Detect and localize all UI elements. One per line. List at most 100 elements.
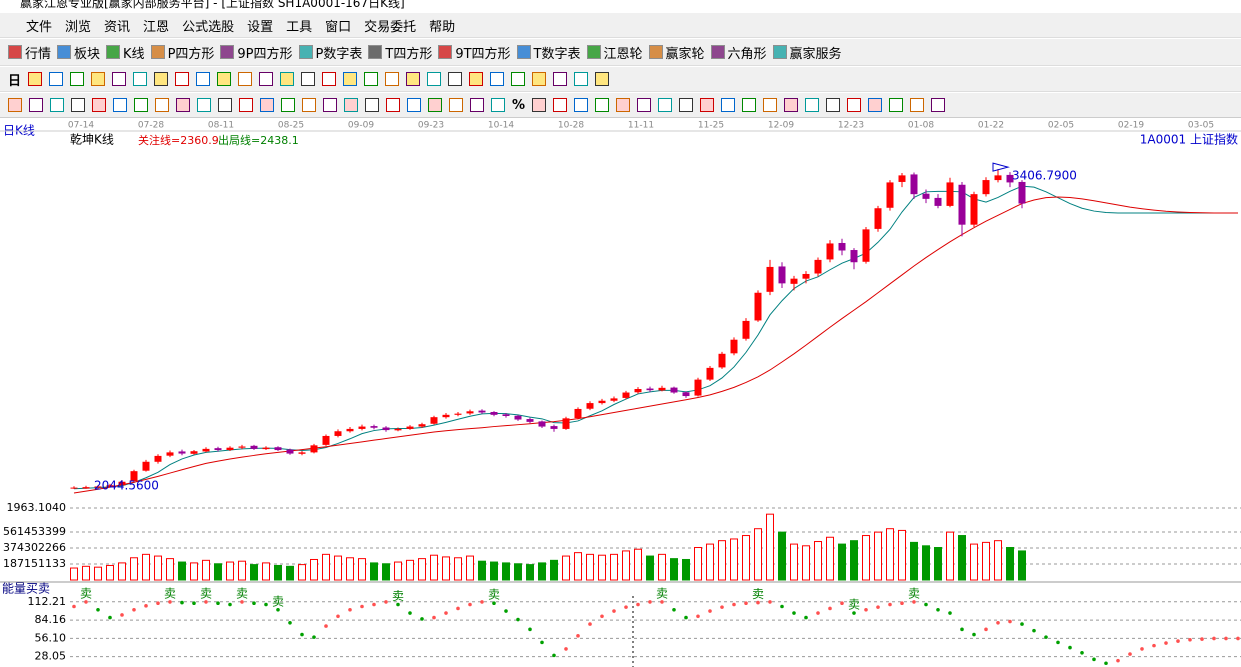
tool-icon[interactable]: [700, 98, 715, 112]
period-button[interactable]: 日: [8, 73, 22, 89]
tool-icon[interactable]: [448, 72, 463, 86]
menu-item[interactable]: 工具: [286, 19, 313, 35]
menu-item[interactable]: 窗口: [325, 19, 352, 35]
tool-icon[interactable]: [595, 98, 610, 112]
menu-item[interactable]: 浏览: [65, 19, 92, 35]
tool-icon[interactable]: [260, 98, 274, 112]
tool-icon[interactable]: [92, 98, 106, 112]
tool-icon[interactable]: [175, 72, 190, 86]
tool-icon[interactable]: [281, 98, 295, 112]
menu-item[interactable]: 江恩: [143, 19, 170, 35]
tool-icon[interactable]: [259, 72, 274, 86]
tool-icon[interactable]: [323, 98, 337, 112]
tool-icon[interactable]: [532, 98, 547, 112]
tool-icon[interactable]: [910, 98, 925, 112]
tool-icon[interactable]: [28, 72, 43, 86]
menu-item[interactable]: 交易委托: [364, 19, 417, 35]
tool-icon[interactable]: [931, 98, 946, 112]
tool-icon[interactable]: [238, 72, 253, 86]
tool-icon[interactable]: [218, 98, 232, 112]
tool-icon[interactable]: [470, 98, 484, 112]
toolbar-button[interactable]: 板块: [57, 43, 100, 62]
tool-icon[interactable]: [490, 72, 505, 86]
toolbar-button[interactable]: K线: [106, 43, 145, 62]
tool-icon[interactable]: [407, 98, 421, 112]
toolbar-button[interactable]: 行情: [8, 43, 51, 62]
tool-icon[interactable]: [868, 98, 883, 112]
percent-button[interactable]: %: [512, 97, 526, 113]
tool-icon[interactable]: [71, 98, 85, 112]
tool-icon[interactable]: [155, 98, 169, 112]
tool-icon[interactable]: [217, 72, 232, 86]
tool-icon[interactable]: [344, 98, 358, 112]
tool-icon[interactable]: [91, 72, 106, 86]
tool-icon[interactable]: [763, 98, 778, 112]
average-line: [73, 185, 1238, 490]
toolbar-button[interactable]: 9P四方形: [220, 43, 293, 62]
candle-body: [934, 197, 942, 206]
tool-icon[interactable]: [385, 72, 400, 86]
menu-item[interactable]: 文件: [26, 19, 53, 35]
menu-item[interactable]: 公式选股: [182, 19, 235, 35]
tool-icon[interactable]: [511, 72, 526, 86]
tool-icon[interactable]: [427, 72, 442, 86]
tool-icon[interactable]: [491, 98, 505, 112]
tool-icon[interactable]: [49, 72, 64, 86]
toolbar-button[interactable]: T四方形: [368, 43, 432, 62]
tool-icon[interactable]: [70, 72, 85, 86]
tool-icon[interactable]: [280, 72, 295, 86]
tool-icon[interactable]: [616, 98, 631, 112]
tool-icon[interactable]: [301, 72, 316, 86]
tool-icon[interactable]: [469, 72, 484, 86]
menu-item[interactable]: 设置: [247, 19, 274, 35]
toolbar-button[interactable]: 赢家轮: [648, 43, 705, 62]
tool-icon[interactable]: [196, 72, 211, 86]
tool-icon[interactable]: [29, 98, 43, 112]
tool-icon[interactable]: [322, 72, 337, 86]
menu-item[interactable]: 资讯: [104, 19, 131, 35]
toolbar-button[interactable]: T数字表: [516, 43, 581, 62]
tool-icon[interactable]: [574, 98, 589, 112]
tool-icon[interactable]: [134, 98, 148, 112]
tool-icon[interactable]: [658, 98, 673, 112]
tool-icon[interactable]: [637, 98, 652, 112]
tool-icon[interactable]: [8, 98, 22, 112]
tool-icon[interactable]: [826, 98, 841, 112]
toolbar-button[interactable]: 赢家服务: [772, 43, 842, 62]
tool-icon[interactable]: [595, 72, 610, 86]
tool-icon[interactable]: [154, 72, 169, 86]
tool-icon[interactable]: [197, 98, 211, 112]
tool-icon[interactable]: [176, 98, 190, 112]
tool-icon[interactable]: [847, 98, 862, 112]
tool-icon[interactable]: [449, 98, 463, 112]
tool-icon[interactable]: [574, 72, 589, 86]
tool-icon[interactable]: [365, 98, 379, 112]
tool-icon[interactable]: [239, 98, 253, 112]
tool-icon[interactable]: [302, 98, 316, 112]
tool-icon[interactable]: [428, 98, 442, 112]
tool-icon[interactable]: [343, 72, 358, 86]
menu-item[interactable]: 帮助: [429, 19, 456, 35]
tool-icon[interactable]: [553, 98, 568, 112]
toolbar-button[interactable]: 六角形: [710, 43, 767, 62]
tool-icon[interactable]: [133, 72, 148, 86]
toolbar-button[interactable]: 9T四方形: [438, 43, 511, 62]
tool-icon[interactable]: [805, 98, 820, 112]
tool-icon[interactable]: [742, 98, 757, 112]
volume-bar: [334, 555, 342, 581]
tool-icon[interactable]: [386, 98, 400, 112]
tool-icon[interactable]: [50, 98, 64, 112]
toolbar-button[interactable]: P数字表: [298, 43, 362, 62]
tool-icon[interactable]: [113, 98, 127, 112]
tool-icon[interactable]: [406, 72, 421, 86]
tool-icon[interactable]: [532, 72, 547, 86]
toolbar-button[interactable]: 江恩轮: [586, 43, 643, 62]
tool-icon[interactable]: [553, 72, 568, 86]
tool-icon[interactable]: [889, 98, 904, 112]
tool-icon[interactable]: [679, 98, 694, 112]
toolbar-button[interactable]: P四方形: [150, 43, 214, 62]
tool-icon[interactable]: [784, 98, 799, 112]
tool-icon[interactable]: [721, 98, 736, 112]
tool-icon[interactable]: [364, 72, 379, 86]
tool-icon[interactable]: [112, 72, 127, 86]
